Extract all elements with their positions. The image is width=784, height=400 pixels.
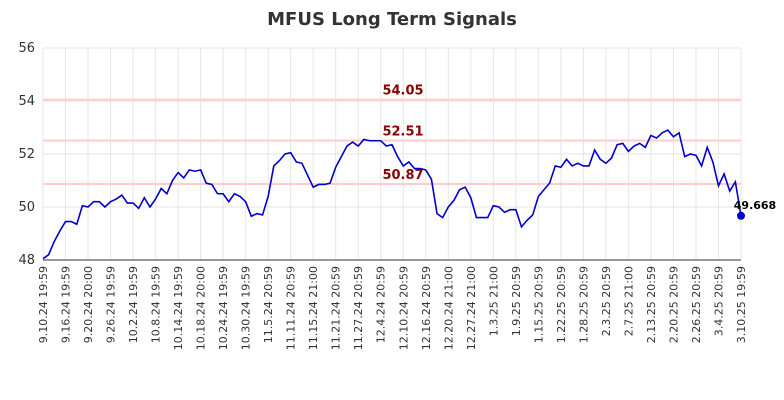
x-tick-label: 1.9.25 20:59	[510, 266, 523, 336]
signal-label: 50.87	[382, 168, 423, 183]
x-tick-label: 9.16.24 19:59	[60, 266, 73, 343]
x-tick-label: 11.27.24 20:59	[352, 266, 365, 350]
signal-label: 52.51	[382, 124, 423, 139]
x-tick-label: 3.4.25 20:59	[712, 266, 725, 336]
x-tick-label: 12.16.24 20:59	[420, 266, 433, 350]
x-tick-label: 3.10.25 19:59	[735, 266, 748, 343]
last-point	[737, 211, 745, 220]
x-tick-label: 11.11.24 20:59	[285, 266, 298, 350]
x-tick-label: 10.8.24 19:59	[150, 266, 163, 343]
x-tick-label: 1.22.25 20:59	[555, 266, 568, 343]
price-line	[42, 129, 742, 260]
signal-label: 54.05	[382, 84, 423, 99]
x-tick-label: 2.7.25 21:00	[622, 266, 635, 336]
x-tick-label: 9.26.24 19:59	[105, 266, 118, 343]
last-value-label: 49.668	[734, 199, 776, 212]
x-tick-label: 1.28.25 20:59	[577, 266, 590, 343]
x-tick-label: 11.5.24 20:59	[262, 266, 275, 343]
x-tick-label: 2.20.25 20:59	[667, 266, 680, 343]
x-tick-label: 2.3.25 20:59	[600, 266, 613, 336]
y-tick-label: 48	[18, 253, 35, 268]
x-tick-label: 12.20.24 21:00	[442, 266, 455, 350]
x-tick-label: 11.15.24 21:00	[307, 266, 320, 350]
x-tick-label: 9.10.24 19:59	[37, 266, 50, 343]
x-tick-label: 10.18.24 20:00	[195, 266, 208, 350]
y-tick-label: 54	[18, 94, 35, 109]
x-tick-label: 11.21.24 20:59	[330, 266, 343, 350]
x-tick-label: 12.4.24 20:59	[375, 266, 388, 343]
x-tick-label: 10.2.24 19:59	[127, 266, 140, 343]
x-tick-label: 2.13.25 20:59	[645, 266, 658, 343]
y-tick-label: 56	[18, 41, 35, 56]
x-tick-label: 10.24.24 19:59	[217, 266, 230, 350]
x-tick-label: 1.15.25 20:59	[532, 266, 545, 343]
chart-title: MFUS Long Term Signals	[267, 9, 517, 30]
y-tick-label: 52	[18, 147, 35, 162]
x-tick-label: 2.26.25 20:59	[690, 266, 703, 343]
y-tick-label: 50	[18, 200, 35, 215]
x-tick-label: 12.27.24 21:00	[465, 266, 478, 350]
x-tick-label: 12.10.24 20:59	[397, 266, 410, 350]
x-tick-label: 9.20.24 20:00	[82, 266, 95, 343]
x-tick-label: 10.14.24 19:59	[172, 266, 185, 350]
x-tick-label: 10.30.24 19:59	[240, 266, 253, 350]
x-tick-label: 1.3.25 21:00	[487, 266, 500, 336]
